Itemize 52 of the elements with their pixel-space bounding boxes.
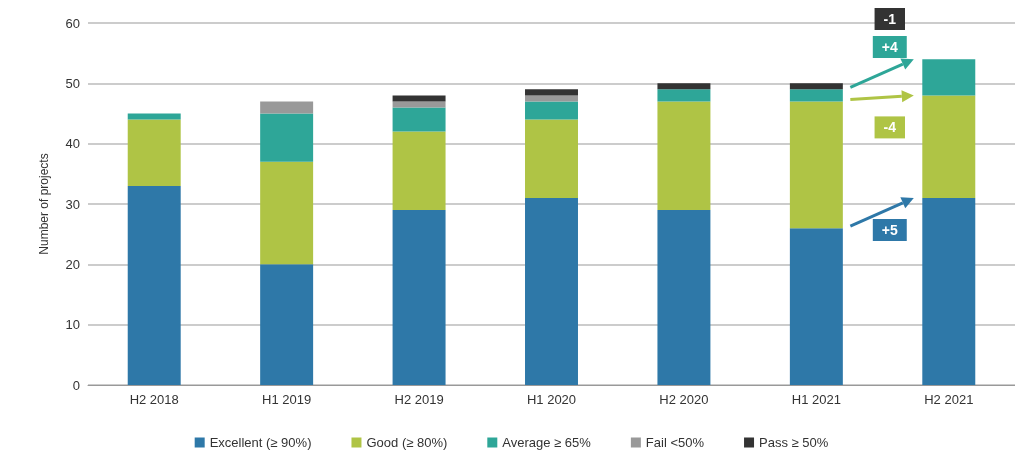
x-tick-label: H1 2019 [262,392,312,407]
bar [789,101,843,229]
bar [525,119,578,198]
bar [922,59,976,96]
bar [525,101,578,120]
bar [922,197,976,385]
legend-label: Fail <50% [645,435,705,450]
y-axis-title: Number of projects [37,153,51,255]
bar [392,210,446,385]
annotation: -1 [883,11,897,27]
bar [260,161,314,265]
bar [922,95,976,198]
bar [789,228,843,385]
bar [525,95,578,102]
bar [657,83,711,90]
x-tick-label: H1 2020 [526,392,577,407]
bar [657,89,711,102]
bar [392,95,446,102]
x-tick-label: H2 2018 [129,392,179,407]
bar [392,107,446,132]
bar [127,113,181,120]
y-tick-label: 50 [65,75,80,91]
x-tick-label: H2 2021 [924,392,974,407]
y-tick-label: 30 [65,196,80,212]
bar [260,113,314,162]
bar [392,101,446,108]
bar [657,101,711,211]
annotation: +4 [881,39,898,55]
legend-label: Average ≥ 65% [502,435,592,450]
bar [392,131,446,211]
legend-label: Excellent (≥ 90%) [209,435,312,450]
annotation: -4 [883,119,897,136]
bar [657,210,711,385]
bar [789,83,843,90]
bar [127,119,181,186]
y-tick-label: 60 [65,15,80,31]
bar [260,101,314,114]
x-tick-label: H2 2019 [394,392,444,407]
bar [789,89,843,102]
bar [260,264,314,385]
y-tick-label: 40 [65,136,80,152]
x-tick-label: H1 2021 [791,392,841,407]
y-tick-label: 20 [65,256,80,272]
bar [525,89,578,96]
y-tick-label: 10 [65,317,80,333]
legend-label: Good (≥ 80%) [366,435,448,450]
annotation: +5 [881,221,898,238]
legend-label: Pass ≥ 50% [759,435,829,450]
x-tick-label: H2 2020 [659,392,709,407]
bar [127,185,181,385]
bar [525,197,578,385]
y-tick-label: 0 [72,377,80,393]
